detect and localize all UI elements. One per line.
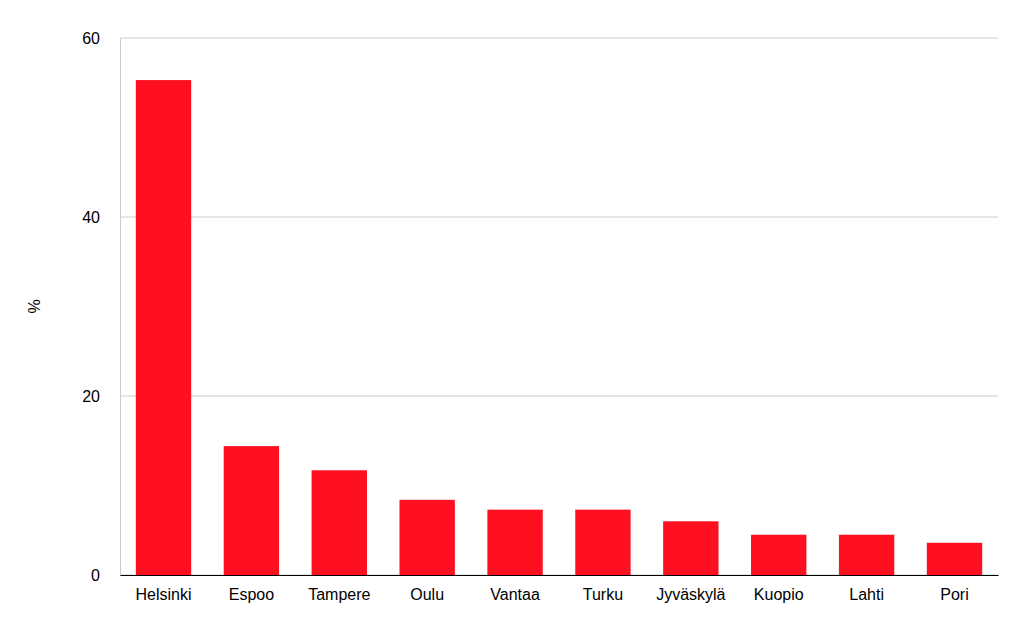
x-axis: Helsinki Espoo Tampere Oulu Vantaa Turku Jyväs… — [121, 575, 999, 603]
x-tick-label: Espoo — [229, 586, 274, 603]
grid-line — [120, 396, 998, 397]
grid-line — [120, 217, 998, 218]
y-tick-label: 60 — [82, 30, 100, 47]
bar — [927, 543, 982, 575]
x-tick-label: Helsinki — [135, 586, 191, 603]
x-tick-label: Pori — [940, 586, 968, 603]
x-tick-label: Turku — [583, 586, 623, 603]
x-tick-label: Vantaa — [490, 586, 540, 603]
x-tick-label: Jyväskylä — [656, 586, 725, 603]
y-axis-line — [120, 39, 121, 576]
x-tick-label: Oulu — [410, 586, 444, 603]
x-tick-label: Kuopio — [754, 586, 804, 603]
x-tick: Oulu — [410, 575, 444, 603]
x-tick: Helsinki — [135, 575, 191, 603]
bar — [575, 510, 630, 575]
grid — [120, 38, 998, 575]
bar — [487, 510, 542, 575]
x-tick-label: Tampere — [308, 586, 370, 603]
y-tick: 40 — [82, 209, 120, 226]
bar — [136, 80, 191, 575]
bar — [839, 535, 894, 575]
y-tick-label: 40 — [82, 209, 100, 226]
grid-line — [120, 38, 998, 39]
y-tick: 0 — [91, 567, 120, 584]
bar — [399, 500, 454, 575]
y-tick: 60 — [82, 30, 120, 47]
x-tick: Pori — [940, 575, 968, 603]
y-tick: 20 — [82, 388, 120, 405]
y-tick-label: 20 — [82, 388, 100, 405]
bar — [751, 535, 806, 575]
y-tick-label: 0 — [91, 567, 100, 584]
x-axis-line — [121, 575, 999, 576]
y-axis: 0 20 40 60 — [82, 30, 120, 584]
x-tick-label: Lahti — [849, 586, 884, 603]
x-tick: Kuopio — [754, 575, 804, 603]
y-axis-title: % — [26, 299, 43, 313]
bar — [663, 521, 718, 575]
bar — [312, 470, 367, 575]
chart: 0 20 40 60 Helsinki Espoo Tampere Oulu Vantaa Tur… — [0, 0, 1024, 629]
x-tick: Vantaa — [490, 575, 540, 603]
x-tick: Turku — [583, 575, 623, 603]
x-tick: Espoo — [229, 575, 274, 603]
x-tick: Lahti — [849, 575, 884, 603]
plot: 0 20 40 60 Helsinki Espoo Tampere Oulu Vantaa Tur… — [82, 30, 998, 604]
x-tick: Jyväskylä — [656, 575, 725, 603]
bar — [224, 446, 279, 575]
bars — [136, 80, 982, 575]
x-tick: Tampere — [308, 575, 370, 603]
